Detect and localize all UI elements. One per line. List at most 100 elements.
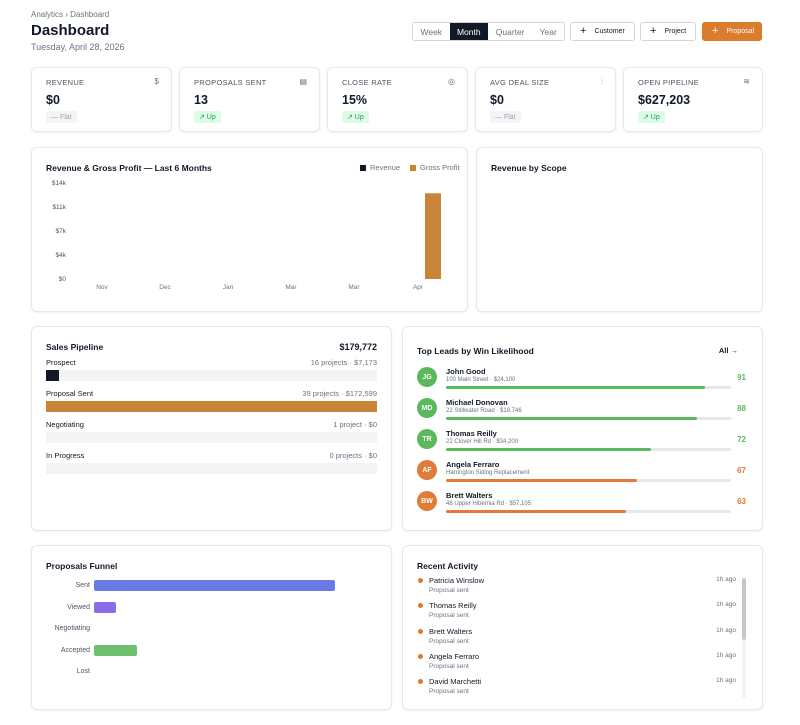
revenue-by-scope-title: Revenue by Scope — [491, 163, 567, 173]
lead-subtitle: 22 Clover Hill Rd · $34,200 — [446, 439, 519, 445]
period-quarter[interactable]: Quarter — [495, 26, 525, 37]
pipeline-stage-track — [46, 463, 377, 474]
activity-name: Thomas Reilly — [429, 601, 477, 611]
pipeline-total: $179,772 — [339, 342, 377, 352]
x-tick-label: Apr — [413, 284, 424, 291]
period-week[interactable]: Week — [420, 26, 443, 37]
trend-badge: ↗ Up — [638, 111, 665, 123]
top-leads-title: Top Leads by Win Likelihood — [417, 346, 534, 356]
period-year[interactable]: Year — [539, 26, 557, 37]
add-proposal-button[interactable]: + Proposal — [702, 22, 762, 41]
lead-subtitle: 48 Upper Hibernia Rd · $57,105 — [446, 501, 532, 507]
activity-dot — [418, 603, 423, 609]
lead-score-track — [446, 386, 731, 389]
x-tick-label: Nov — [96, 284, 108, 291]
pipeline-stage-label: Negotiating — [46, 420, 84, 429]
activity-subtitle: Proposal sent — [429, 612, 469, 620]
activity-scrollbar-track[interactable] — [742, 578, 746, 698]
revenue-chart-title: Revenue & Gross Profit — Last 6 Months — [46, 163, 212, 173]
kpi-label: OPEN PIPELINE — [638, 78, 700, 87]
kpi-value: 15% — [342, 93, 368, 107]
lead-name: John Good — [446, 367, 486, 376]
add-customer-button[interactable]: + Customer — [570, 22, 635, 41]
bar-gross-profit — [425, 193, 441, 279]
activity-time: 1h ago — [716, 651, 736, 659]
avatar: AF — [417, 460, 437, 480]
activity-time: 1h ago — [716, 601, 736, 609]
pipeline-stage-bar — [46, 401, 377, 412]
dollar-icon: $ — [154, 77, 159, 86]
revenue-by-scope-card: Revenue by Scope — [476, 147, 763, 312]
document-icon: ▤ — [299, 77, 307, 86]
target-icon: ◎ — [448, 77, 455, 86]
pipeline-stage-meta: 39 projects · $172,599 — [302, 389, 377, 398]
kpi-value: $0 — [46, 93, 60, 107]
kpi-label: CLOSE RATE — [342, 78, 392, 87]
legend-swatch-revenue — [360, 164, 366, 171]
lead-name: Angela Ferraro — [446, 460, 500, 469]
y-tick-label: $7k — [56, 228, 67, 235]
lead-name: Brett Walters — [446, 491, 493, 500]
lead-score: 88 — [737, 404, 746, 413]
funnel-stage-bar — [94, 580, 335, 591]
funnel-stage-label: Lost — [76, 668, 90, 675]
trend-badge: ↗ Up — [342, 111, 369, 123]
activity-name: Patricia Winslow — [429, 576, 485, 585]
activity-dot — [418, 679, 423, 685]
chart-legend: Revenue Gross Profit — [360, 163, 460, 172]
add-customer-label: Customer — [594, 28, 625, 35]
recent-activity-title: Recent Activity — [417, 561, 479, 571]
trend-badge: — Flat — [490, 111, 521, 123]
avatar: TR — [417, 429, 437, 449]
add-project-button[interactable]: + Project — [640, 22, 696, 41]
trend-badge: ↗ Up — [194, 111, 221, 123]
breadcrumb[interactable]: Analytics › Dashboard — [31, 10, 110, 19]
activity-subtitle: Proposal sent — [429, 662, 469, 670]
period-month[interactable]: Month — [449, 23, 488, 40]
activity-name: Angela Ferraro — [429, 651, 480, 661]
page-date: Tuesday, April 28, 2026 — [31, 42, 125, 52]
legend-gross-profit: Gross Profit — [420, 163, 460, 172]
kpi-value: $627,203 — [638, 93, 691, 107]
y-tick-label: $11k — [52, 204, 66, 211]
lead-subtitle: 22 Stillwater Road · $18,746 — [446, 408, 522, 414]
revenue-chart-card: Revenue & Gross Profit — Last 6 Months R… — [31, 147, 468, 312]
funnel-stage-bar — [94, 644, 138, 656]
pipeline-stage-track — [46, 370, 377, 381]
activity-subtitle: Proposal sent — [429, 688, 469, 696]
activity-time: 1h ago — [716, 576, 736, 583]
kpi-card-avg-deal-size: AVG DEAL SIZE ⫶ $0 — Flat — [475, 67, 616, 132]
add-project-label: Project — [664, 28, 687, 35]
avatar: BW — [417, 491, 437, 511]
funnel-stage-label: Accepted — [60, 646, 90, 654]
funnel-stage-label: Viewed — [67, 603, 90, 611]
lead-subtitle: 100 Main Street · $24,100 — [446, 377, 516, 383]
pipeline-stage-meta: 16 projects · $7,173 — [310, 358, 377, 367]
activity-subtitle: Proposal sent — [429, 637, 469, 645]
lead-score-bar — [446, 448, 652, 451]
x-tick-label: Jan — [223, 284, 234, 291]
revenue-chart-plot: $14k $11k $7k $4k $0 Nov Dec Jan Mar Mar Apr — [52, 180, 441, 291]
page-title: Dashboard — [31, 22, 110, 39]
kpi-label: PROPOSALS SENT — [194, 78, 267, 87]
layers-icon: ≋ — [743, 77, 750, 86]
activity-scrollbar-thumb[interactable] — [742, 578, 746, 640]
kpi-label: REVENUE — [46, 78, 85, 87]
activity-dot — [418, 628, 423, 634]
activity-name: Brett Walters — [429, 626, 473, 636]
lead-score: 72 — [737, 435, 746, 444]
legend-swatch-gross-profit — [410, 164, 417, 171]
pipeline-stage-track — [46, 432, 377, 443]
lead-score-bar — [446, 510, 626, 513]
x-tick-label: Dec — [159, 284, 171, 291]
funnel-stage-bar — [94, 601, 116, 613]
kpi-card-revenue: REVENUE $ $0 — Flat — [31, 67, 172, 132]
lead-score-track — [446, 510, 731, 513]
plus-icon: + — [650, 25, 657, 37]
pipeline-stage-bar — [46, 370, 59, 381]
legend-revenue: Revenue — [370, 163, 401, 172]
add-proposal-label: Proposal — [726, 28, 755, 35]
activity-dot — [418, 653, 423, 659]
y-tick-label: $4k — [56, 252, 67, 259]
view-all-leads-link[interactable]: All → — [718, 346, 738, 355]
